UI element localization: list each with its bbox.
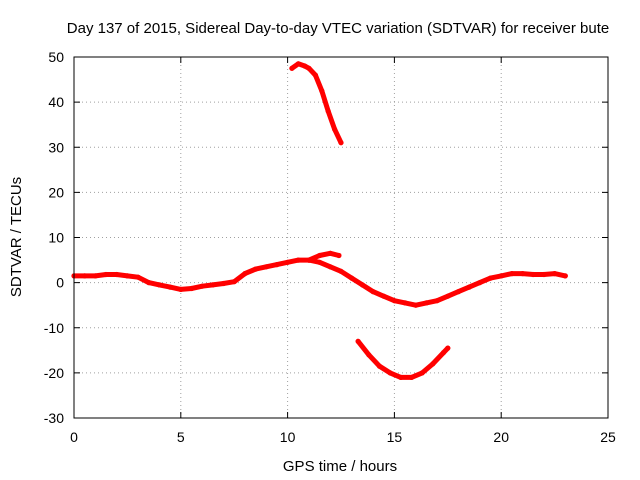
data-point [263, 264, 269, 270]
data-point [413, 302, 419, 308]
data-point [146, 280, 152, 286]
x-tick-label: 10 [280, 429, 296, 445]
data-series [71, 61, 568, 380]
y-tick-label: 0 [56, 275, 64, 291]
chart-title: Day 137 of 2015, Sidereal Day-to-day VTE… [67, 20, 609, 37]
data-point [327, 264, 333, 270]
y-tick-label: 40 [48, 94, 64, 110]
data-point [455, 289, 462, 295]
data-point [242, 271, 248, 277]
data-point [317, 252, 323, 259]
x-tick-label: 0 [70, 429, 78, 445]
data-point [338, 140, 344, 146]
data-point [124, 273, 130, 279]
data-point [332, 126, 338, 132]
data-point [199, 283, 205, 289]
data-point [466, 284, 472, 290]
data-point [430, 361, 436, 367]
data-point [220, 280, 227, 287]
data-point [338, 268, 344, 274]
x-tick-label: 25 [600, 429, 616, 445]
x-tick-label: 20 [493, 429, 509, 445]
data-point [440, 350, 447, 356]
data-point [520, 271, 526, 277]
data-point [408, 374, 415, 380]
data-point [423, 300, 429, 306]
data-point [387, 370, 393, 376]
data-point [295, 61, 301, 67]
axis-ticks: 0 5 10 15 20 25 -30 -20 -10 0 10 20 30 40 50 [44, 49, 616, 445]
data-point [188, 285, 195, 292]
data-point [274, 262, 280, 268]
data-point [376, 363, 382, 369]
data-point [419, 370, 425, 376]
series-line-lower-branch [355, 338, 451, 380]
data-point [562, 273, 568, 279]
data-point [487, 275, 494, 281]
y-tick-label: 50 [48, 49, 64, 65]
data-point [355, 338, 361, 344]
data-point [253, 266, 259, 272]
data-point [92, 273, 98, 279]
data-point [349, 275, 355, 281]
data-point [114, 271, 120, 278]
data-point [82, 273, 88, 279]
data-point [370, 289, 376, 295]
data-point [327, 250, 333, 256]
y-tick-label: -30 [44, 410, 64, 426]
data-point [167, 284, 173, 290]
data-point [398, 374, 404, 380]
y-tick-label: 20 [48, 184, 64, 200]
data-point [178, 286, 184, 292]
data-point [312, 72, 318, 78]
data-point [295, 257, 301, 263]
data-point [231, 279, 237, 285]
data-point [498, 273, 504, 279]
data-point [210, 282, 216, 288]
data-point [285, 259, 291, 265]
data-point [302, 63, 308, 69]
y-tick-label: 10 [48, 230, 64, 246]
data-point [552, 271, 558, 277]
data-point [477, 280, 483, 286]
x-tick-label: 5 [177, 429, 185, 445]
data-point [325, 108, 331, 114]
data-point [359, 282, 365, 288]
data-point [135, 274, 141, 280]
series-line-bump [306, 250, 342, 263]
x-axis-label: GPS time / hours [283, 458, 397, 475]
data-point [103, 271, 109, 278]
grid [74, 57, 608, 418]
x-tick-label: 15 [387, 429, 403, 445]
y-axis-label: SDTVAR / TECUs [8, 177, 25, 297]
data-point [434, 298, 440, 304]
y-tick-label: -20 [44, 365, 64, 381]
data-point [336, 252, 342, 259]
data-point [541, 271, 547, 278]
data-point [530, 271, 536, 278]
data-point [319, 88, 325, 94]
data-point [381, 293, 387, 299]
y-tick-label: -10 [44, 320, 64, 336]
data-point [391, 298, 397, 304]
data-point [509, 271, 515, 277]
data-point [306, 257, 312, 263]
data-point [289, 65, 295, 71]
data-point [445, 293, 451, 299]
data-point [445, 345, 451, 351]
data-point [317, 259, 323, 265]
data-point [306, 65, 312, 71]
y-tick-label: 30 [48, 139, 64, 155]
data-point [402, 300, 408, 306]
data-point [366, 352, 372, 358]
data-point [156, 282, 162, 288]
